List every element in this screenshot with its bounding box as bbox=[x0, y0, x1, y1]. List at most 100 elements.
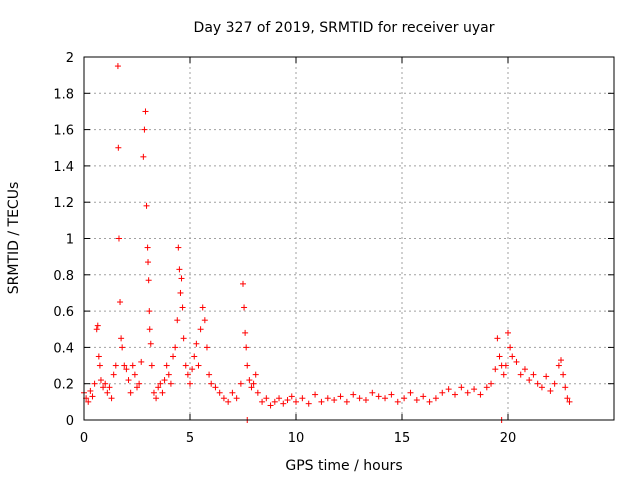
data-point bbox=[157, 380, 164, 387]
data-point bbox=[551, 380, 558, 387]
data-point bbox=[505, 329, 511, 336]
data-point bbox=[413, 397, 420, 404]
data-point bbox=[104, 389, 111, 396]
data-point bbox=[146, 308, 153, 315]
x-tick-label: 0 bbox=[80, 431, 88, 446]
data-point bbox=[318, 398, 325, 405]
data-point bbox=[288, 393, 295, 400]
data-point bbox=[131, 371, 138, 378]
data-point bbox=[94, 322, 101, 329]
data-point bbox=[242, 329, 249, 336]
x-tick-label: 10 bbox=[288, 431, 305, 446]
x-tick-label: 15 bbox=[394, 431, 411, 446]
data-point bbox=[127, 389, 134, 396]
data-point bbox=[299, 395, 306, 402]
data-point bbox=[216, 389, 223, 396]
data-point bbox=[375, 393, 382, 400]
data-point bbox=[445, 386, 452, 393]
data-point bbox=[248, 384, 255, 391]
data-point bbox=[500, 371, 507, 378]
data-point bbox=[206, 371, 213, 378]
data-point bbox=[182, 362, 189, 369]
data-point bbox=[97, 377, 104, 384]
data-point bbox=[174, 317, 181, 324]
data-point bbox=[115, 235, 122, 242]
data-point bbox=[432, 395, 439, 402]
data-point bbox=[530, 371, 537, 378]
data-point bbox=[118, 335, 125, 342]
data-point bbox=[483, 384, 490, 391]
data-point bbox=[439, 389, 446, 396]
data-point bbox=[123, 366, 130, 373]
data-point bbox=[95, 353, 102, 360]
x-tick-label: 5 bbox=[186, 431, 194, 446]
data-point bbox=[121, 362, 128, 369]
data-point bbox=[114, 63, 121, 70]
data-point bbox=[208, 380, 215, 387]
data-point bbox=[170, 353, 177, 360]
data-point bbox=[91, 380, 98, 387]
data-point bbox=[509, 353, 516, 360]
data-point bbox=[145, 259, 152, 266]
data-point bbox=[233, 395, 240, 402]
data-point bbox=[401, 395, 408, 402]
y-tick-label: 0.8 bbox=[53, 269, 74, 284]
data-point bbox=[562, 384, 569, 391]
data-point bbox=[129, 362, 136, 369]
data-point bbox=[246, 377, 253, 384]
data-point bbox=[141, 126, 148, 133]
data-point bbox=[191, 353, 198, 360]
data-point bbox=[458, 384, 465, 391]
data-point bbox=[148, 362, 155, 369]
data-point bbox=[125, 377, 132, 384]
data-point bbox=[147, 340, 154, 347]
y-tick-labels: 0 0.2 0.4 0.6 0.8 1 1.2 1.4 1.6 1.8 2 bbox=[53, 51, 74, 429]
data-point bbox=[136, 380, 143, 387]
data-point bbox=[175, 244, 182, 251]
data-point bbox=[426, 398, 433, 405]
data-point bbox=[193, 340, 200, 347]
data-point bbox=[85, 398, 92, 405]
data-point bbox=[566, 398, 573, 405]
data-point bbox=[526, 377, 533, 384]
data-point bbox=[225, 398, 232, 405]
data-point bbox=[212, 384, 219, 391]
data-point bbox=[229, 389, 236, 396]
data-point bbox=[507, 344, 514, 351]
data-point bbox=[452, 391, 458, 398]
data-point bbox=[134, 384, 140, 391]
data-point bbox=[420, 393, 427, 400]
data-point bbox=[102, 380, 109, 387]
data-point bbox=[143, 202, 150, 209]
data-point bbox=[140, 153, 147, 160]
data-point bbox=[477, 391, 484, 398]
data-point bbox=[144, 244, 151, 251]
data-point bbox=[117, 299, 124, 306]
data-point bbox=[534, 380, 541, 387]
data-point bbox=[350, 391, 357, 398]
data-point bbox=[331, 397, 338, 404]
data-point bbox=[543, 373, 550, 380]
data-point bbox=[564, 395, 571, 402]
data-point bbox=[172, 344, 179, 351]
data-point bbox=[494, 335, 501, 342]
y-tick-label: 1 bbox=[66, 233, 74, 248]
data-point bbox=[560, 371, 567, 378]
data-point bbox=[165, 371, 172, 378]
y-tick-label: 1.8 bbox=[53, 87, 74, 102]
data-point bbox=[382, 395, 389, 402]
chart-title: Day 327 of 2019, SRMTID for receiver uya… bbox=[194, 20, 495, 36]
data-point bbox=[178, 275, 185, 282]
data-point bbox=[237, 380, 244, 387]
data-point bbox=[343, 398, 350, 405]
x-tick-labels: 0 5 10 15 20 bbox=[80, 431, 516, 446]
data-point bbox=[252, 371, 259, 378]
y-axis-label: SRMTID / TECUs bbox=[6, 182, 22, 295]
data-point bbox=[100, 384, 107, 391]
data-point bbox=[394, 398, 401, 405]
data-point bbox=[305, 400, 312, 407]
data-point bbox=[517, 371, 524, 378]
data-point bbox=[87, 387, 94, 394]
data-point bbox=[356, 395, 363, 402]
